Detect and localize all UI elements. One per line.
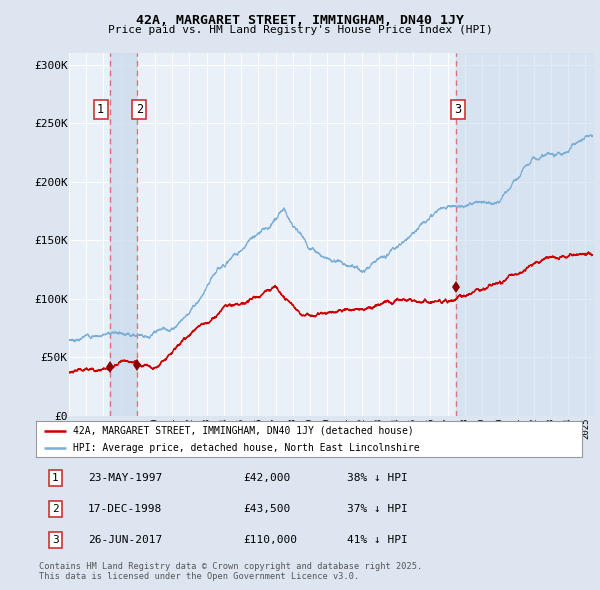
Text: 3: 3 bbox=[455, 103, 462, 116]
Text: 23-MAY-1997: 23-MAY-1997 bbox=[88, 473, 162, 483]
Text: 37% ↓ HPI: 37% ↓ HPI bbox=[347, 504, 408, 514]
Text: Contains HM Land Registry data © Crown copyright and database right 2025.: Contains HM Land Registry data © Crown c… bbox=[39, 562, 422, 571]
Text: Price paid vs. HM Land Registry's House Price Index (HPI): Price paid vs. HM Land Registry's House … bbox=[107, 25, 493, 35]
Text: 2: 2 bbox=[136, 103, 143, 116]
Text: 41% ↓ HPI: 41% ↓ HPI bbox=[347, 535, 408, 545]
Text: 3: 3 bbox=[52, 535, 58, 545]
Text: 1: 1 bbox=[52, 473, 58, 483]
Bar bbox=[110, 53, 137, 416]
Text: 2: 2 bbox=[52, 504, 58, 514]
Text: 17-DEC-1998: 17-DEC-1998 bbox=[88, 504, 162, 514]
Bar bbox=[456, 53, 594, 416]
Text: 1: 1 bbox=[97, 103, 104, 116]
Text: 42A, MARGARET STREET, IMMINGHAM, DN40 1JY: 42A, MARGARET STREET, IMMINGHAM, DN40 1J… bbox=[136, 14, 464, 27]
Text: 26-JUN-2017: 26-JUN-2017 bbox=[88, 535, 162, 545]
Text: £110,000: £110,000 bbox=[244, 535, 298, 545]
Text: 38% ↓ HPI: 38% ↓ HPI bbox=[347, 473, 408, 483]
Text: 42A, MARGARET STREET, IMMINGHAM, DN40 1JY (detached house): 42A, MARGARET STREET, IMMINGHAM, DN40 1J… bbox=[73, 426, 414, 436]
Text: This data is licensed under the Open Government Licence v3.0.: This data is licensed under the Open Gov… bbox=[39, 572, 359, 581]
Text: £43,500: £43,500 bbox=[244, 504, 291, 514]
Text: HPI: Average price, detached house, North East Lincolnshire: HPI: Average price, detached house, Nort… bbox=[73, 443, 420, 453]
Text: £42,000: £42,000 bbox=[244, 473, 291, 483]
